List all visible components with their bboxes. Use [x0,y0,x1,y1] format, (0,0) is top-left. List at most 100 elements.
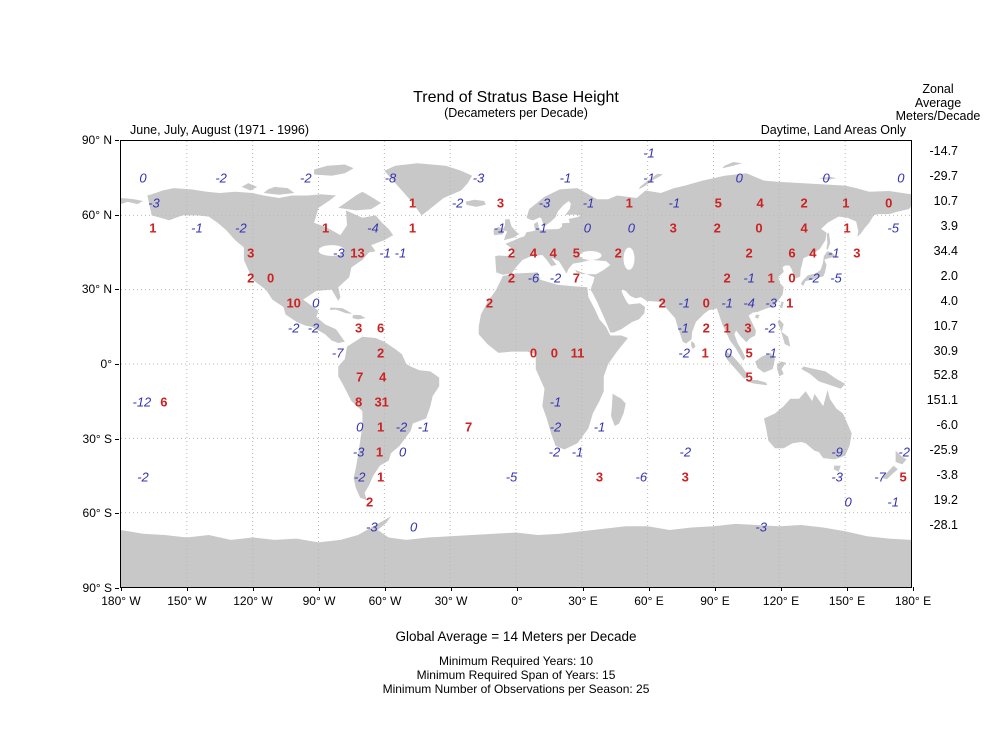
x-tick-mark [847,587,848,591]
map-trend-value: -1 [394,245,407,261]
map-trend-value: -1 [571,444,584,460]
map-trend-value: -2 [898,444,910,460]
footer-note: Minimum Required Span of Years: 15 [416,668,616,682]
map-trend-value: 1 [786,295,794,311]
new-siberian-islands [818,176,837,180]
map-trend-value: 0 [822,170,830,186]
philippines [777,319,791,347]
eurasia [495,173,911,361]
right-caption: Daytime, Land Areas Only [760,123,906,137]
map-trend-value: 5 [745,345,753,361]
map-trend-value: -3 [831,469,843,485]
map-trend-value: 2 [507,270,516,286]
map-trend-value: 2 [247,270,255,286]
africa [478,272,628,450]
map-trend-value: -5 [887,220,899,236]
x-tick-mark [913,587,914,591]
sri-lanka [691,340,696,350]
sakhalin [826,232,831,251]
map-trend-value: 6 [788,245,796,261]
x-tick-mark [121,587,122,591]
y-tick-label: 30° N [81,282,112,297]
world-map [121,141,911,587]
zonal-header-line: Average [914,95,962,110]
north-america [147,188,394,343]
map-trend-value: 0 [885,195,893,211]
map-trend-value: -2 [307,320,320,336]
footer-note: Minimum Number of Observations per Seaso… [382,682,650,696]
map-trend-value: -2 [764,320,776,336]
map-trend-value: -2 [235,220,247,236]
y-tick-label: 60° S [82,506,112,521]
map-trend-value: 2 [376,345,385,361]
map-trend-value: -1 [721,295,733,311]
map-trend-value: 3 [496,195,505,211]
map-trend-value: 7 [464,419,473,435]
map-trend-value: 3 [744,320,752,336]
new-zealand-north [895,450,907,465]
novaya-zemlya [638,173,664,190]
map-trend-value: 0 [398,444,407,460]
x-tick-label: 180° E [894,594,932,608]
map-trend-value: -1 [535,220,547,236]
y-tick-mark [115,289,119,291]
map-trend-value: -2 [215,170,227,186]
y-tick-label: 90° N [81,133,112,147]
map-trend-value: 13 [350,245,365,261]
map-trend-value: 4 [756,195,764,211]
map-trend-value: 7 [572,270,581,286]
zonal-average-value: -6.0 [936,418,958,433]
x-tick-mark [583,587,584,591]
left-caption: June, July, August (1971 - 1996) [130,123,310,137]
x-tick-mark [451,587,452,591]
chukotka-wrap [121,197,143,205]
map-trend-value: -2 [548,444,561,460]
map-trend-value: 31 [374,394,389,410]
map-trend-value: -2 [549,419,562,435]
map-trend-value: 0 [266,270,275,286]
map-trend-value: -1 [643,170,655,186]
map-trend-value: 4 [809,245,817,261]
map-trend-value: -2 [678,345,690,361]
x-tick-label: 90° E [700,594,730,608]
footer-global-average: Global Average = 14 Meters per Decade [395,629,637,644]
zonal-average-value: -14.7 [929,144,959,159]
x-tick-label: 120° E [762,594,800,608]
map-trend-value: -1 [493,220,506,236]
x-tick-mark [517,587,518,591]
map-trend-value: 2 [365,494,374,510]
java [747,379,768,386]
taiwan [779,301,784,309]
zonal-average-value: -25.9 [929,443,959,458]
map-trend-value: 0 [139,170,147,186]
map-trend-value: 1 [767,270,775,286]
map-trend-value: -3 [148,195,160,211]
map-trend-value: -2 [451,195,464,211]
map-trend-value: -1 [417,419,430,435]
antarctica [121,516,911,587]
map-trend-value: -1 [593,419,606,435]
map-trend-value: 0 [312,295,320,311]
y-tick-mark [115,214,119,216]
map-trend-value: 5 [745,369,753,385]
map-trend-value: 1 [149,220,157,236]
hainan [754,314,760,319]
x-tick-label: 150° W [167,594,207,608]
zonal-average-value: -28.1 [929,517,959,532]
footer-note: Minimum Required Years: 10 [438,654,594,668]
map-trend-value: 0 [702,295,710,311]
y-tick-label: 60° N [81,207,112,222]
map-trend-value: 3 [247,245,255,261]
map-trend-value: -6 [527,270,540,286]
victoria-island [263,186,295,195]
map-trend-value: -1 [828,245,840,261]
map-trend-value: 2 [485,295,494,311]
map-trend-value: 0 [897,170,905,186]
map-trend-value: -1 [677,320,689,336]
map-trend-value: 0 [788,270,796,286]
map-trend-value: -2 [395,419,408,435]
map-trend-value: 7 [356,369,364,385]
zonal-average-value: 4.0 [940,293,958,308]
map-trend-value: -9 [831,444,843,460]
map-trend-value: -2 [549,270,562,286]
